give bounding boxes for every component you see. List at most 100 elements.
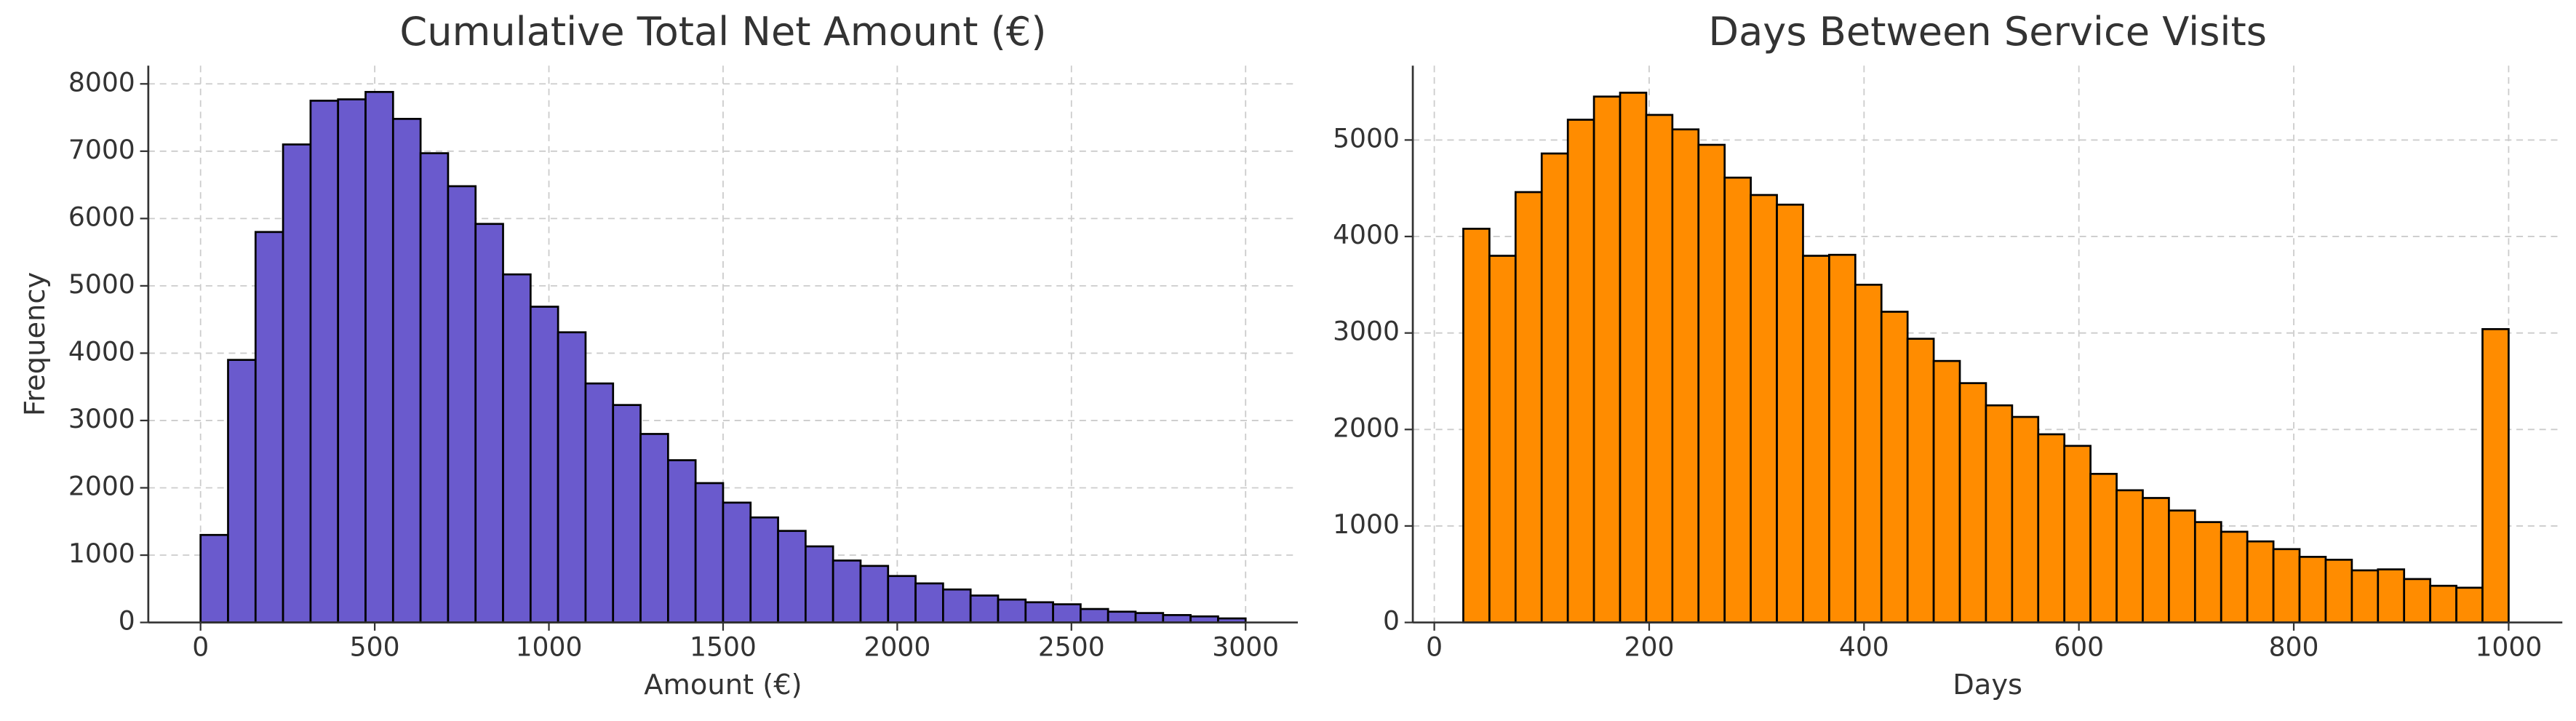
histogram-bar [2089, 472, 2118, 624]
histogram-bar [584, 382, 615, 624]
histogram-bar [2193, 521, 2222, 624]
histogram-bar [1462, 228, 1491, 624]
histogram-bar [1958, 382, 1987, 624]
y-tick-label: 2000 [68, 470, 135, 501]
histogram-bar [887, 575, 917, 624]
histogram-bar [832, 559, 862, 624]
histogram-bar [777, 530, 807, 624]
x-tick-label: 2000 [864, 632, 930, 663]
histogram-bar [2011, 415, 2040, 624]
histogram-bar [1828, 253, 1857, 624]
histogram-bar [1488, 255, 1517, 624]
histogram-bar [612, 404, 642, 624]
x-axis-label: Amount (€) [644, 669, 802, 701]
y-tick-label: 5000 [68, 268, 135, 300]
histogram-bar [969, 594, 1000, 624]
histogram-bar [529, 306, 559, 624]
histogram-bar [1080, 608, 1109, 624]
y-tick-label: 4000 [1333, 219, 1400, 250]
x-tick-label: 200 [1624, 632, 1674, 663]
y-tick-label: 1000 [1333, 509, 1400, 540]
histogram-bar [859, 565, 890, 624]
histogram-bar [1619, 92, 1648, 624]
histogram-bar [2063, 445, 2091, 624]
histogram-bar [474, 223, 504, 624]
histogram-bar [2324, 558, 2353, 624]
histogram-bar [942, 588, 972, 624]
histogram-bar [1932, 359, 1961, 624]
y-tick-label: 3000 [1333, 316, 1400, 347]
x-tick-label: 3000 [1212, 632, 1279, 663]
y-tick-label: 5000 [1333, 122, 1400, 154]
histogram-bar [914, 582, 944, 624]
x-tick-label: 0 [1426, 632, 1443, 663]
histogram-bar [805, 545, 834, 624]
x-tick-label: 400 [1839, 632, 1889, 663]
histogram-bar [1592, 95, 1622, 624]
histogram-bar [199, 533, 229, 624]
histogram-bar [694, 482, 725, 624]
histogram-bar [1985, 404, 2014, 624]
histogram-bar [1514, 191, 1543, 624]
histogram-bar [2429, 584, 2457, 624]
y-axis-label: Frequency [19, 272, 52, 416]
histogram-bar [639, 433, 669, 624]
y-tick-label: 0 [1383, 605, 1400, 637]
chart-title: Cumulative Total Net Amount (€) [399, 9, 1046, 55]
histogram-bar [1024, 601, 1054, 624]
histogram-bar [2168, 509, 2196, 624]
x-tick-label: 2500 [1038, 632, 1105, 663]
x-tick-label: 1000 [2475, 632, 2542, 663]
histogram-bar [749, 516, 779, 624]
histogram-bar [2037, 433, 2066, 624]
histogram-bar [2246, 540, 2275, 624]
y-tick-label: 3000 [68, 403, 135, 434]
histogram-bar [1671, 128, 1700, 624]
x-tick-label: 0 [192, 632, 209, 663]
histogram-bar [1854, 284, 1883, 624]
x-tick-label: 800 [2269, 632, 2319, 663]
histogram-bar [1880, 311, 1909, 624]
histogram-bar [1906, 338, 1935, 624]
y-tick-label: 0 [119, 605, 135, 637]
histogram-bar [1723, 176, 1752, 624]
histogram-bar [282, 143, 312, 624]
histogram-bar [722, 501, 752, 624]
histogram-bar [1162, 614, 1192, 624]
y-tick-label: 6000 [68, 201, 135, 232]
y-tick-label: 7000 [68, 134, 135, 165]
histogram-bar [997, 598, 1027, 624]
histogram-bar [2350, 569, 2380, 624]
histogram-bar [419, 152, 450, 624]
y-tick-label: 2000 [1333, 412, 1400, 443]
histogram-bar [1566, 119, 1595, 624]
y-tick-label: 8000 [68, 66, 135, 97]
histogram-bar [1052, 603, 1082, 624]
histogram-bar [1540, 152, 1569, 624]
histogram-bar [666, 459, 697, 624]
histogram-bar [227, 359, 257, 624]
histogram-bar [2403, 578, 2431, 624]
histogram-bar [309, 100, 340, 624]
x-tick-label: 1500 [690, 632, 757, 663]
histogram-bar [2298, 556, 2327, 624]
chart-title: Days Between Service Visits [1708, 9, 2267, 55]
histogram-bar [391, 118, 422, 624]
histogram-bar [1106, 610, 1137, 624]
histogram-bar [2455, 586, 2484, 624]
histogram-bar [364, 91, 394, 624]
x-tick-label: 500 [350, 632, 400, 663]
histogram-bar [1134, 612, 1165, 624]
histogram-bar [1645, 113, 1674, 624]
x-tick-label: 600 [2054, 632, 2104, 663]
x-tick-label: 1000 [516, 632, 583, 663]
histogram-bar [2377, 568, 2406, 624]
histogram-bar [1750, 194, 1778, 624]
histogram-bar [2220, 530, 2249, 624]
histogram-bar [447, 185, 477, 624]
histogram-bar [2142, 497, 2170, 624]
histogram-bar [2272, 548, 2301, 624]
x-axis-label: Days [1953, 669, 2022, 701]
